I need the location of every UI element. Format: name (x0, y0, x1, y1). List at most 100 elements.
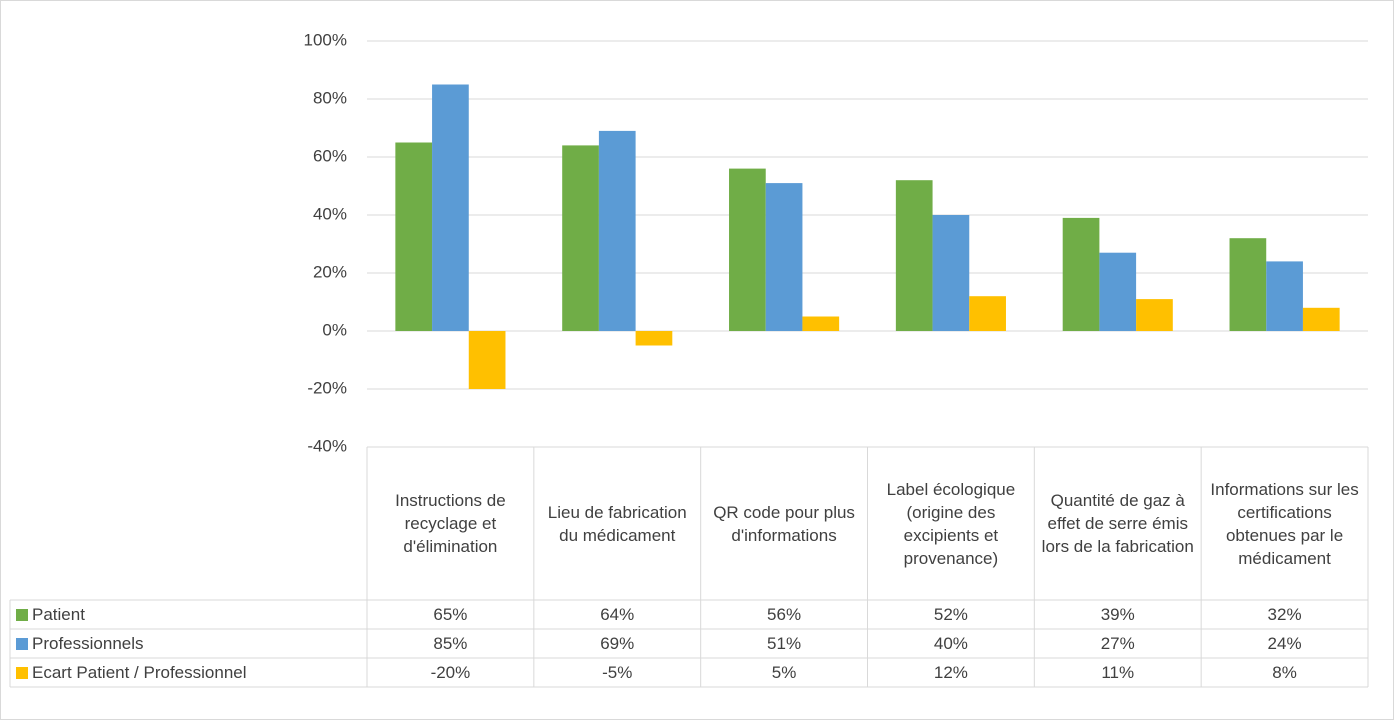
bar (1099, 252, 1137, 331)
table-value: -20% (367, 658, 534, 687)
table-value-box: 64% (534, 600, 701, 629)
bar (1302, 307, 1340, 331)
table-value: 85% (367, 629, 534, 658)
category-label-box: Quantité de gaz à effet de serre émis lo… (1034, 447, 1201, 600)
y-tick-label: -20% (307, 378, 347, 397)
table-value-text: 64% (600, 605, 635, 624)
bar (1229, 238, 1267, 331)
category-label-box: Instructions de recyclage et d'éliminati… (367, 447, 534, 600)
legend-entry: Ecart Patient / Professionnel (12, 658, 365, 687)
table-value-text: 27% (1100, 634, 1135, 653)
table-value-text: 52% (933, 605, 968, 624)
table-value: 64% (534, 600, 701, 629)
y-tick-label: 100% (304, 30, 347, 49)
category-label-text: Lieu de fabrication du médicament (547, 502, 687, 545)
bar (562, 145, 599, 331)
bar (969, 296, 1006, 331)
table-value: -5% (534, 658, 701, 687)
table-value-text: 5% (771, 663, 797, 682)
table-value-text: 51% (767, 634, 802, 653)
table-value-text: 24% (1267, 634, 1302, 653)
bar (895, 180, 933, 331)
legend-swatch (16, 608, 28, 621)
y-tick-label: 80% (313, 88, 347, 107)
table-value: 65% (367, 600, 534, 629)
legend-swatch (16, 666, 28, 679)
legend-entry-box: Patient (12, 600, 365, 629)
category-label-box: QR code pour plus d'informations (701, 447, 868, 600)
category-label-text: Instructions de recyclage et d'éliminati… (395, 491, 506, 556)
category-label: Informations sur les certifications obte… (1201, 447, 1368, 600)
table-value-text: -20% (430, 663, 471, 682)
bar (1062, 217, 1100, 331)
table-value-box: 27% (1034, 629, 1201, 658)
table-value: 39% (1034, 600, 1201, 629)
table-value: 32% (1201, 600, 1368, 629)
bar (932, 215, 970, 331)
bar (765, 183, 803, 331)
table-value: 51% (701, 629, 868, 658)
table-value: 56% (701, 600, 868, 629)
table-value-text: 39% (1100, 605, 1135, 624)
table-value-box: 56% (701, 600, 868, 629)
category-label: QR code pour plus d'informations (701, 447, 868, 600)
bar (395, 142, 433, 331)
table-value-text: 12% (933, 663, 968, 682)
table-value-box: 40% (868, 629, 1035, 658)
bar (802, 316, 840, 331)
bar (468, 331, 506, 389)
legend-entry-text: Ecart Patient / Professionnel (32, 663, 247, 682)
table-value: 40% (868, 629, 1035, 658)
table-value-box: 5% (701, 658, 868, 687)
table-value-box: 8% (1201, 658, 1368, 687)
legend-entry: Professionnels (12, 629, 365, 658)
table-value: 69% (534, 629, 701, 658)
bar (432, 84, 469, 331)
legend-entry-box: Professionnels (12, 629, 365, 658)
table-value-box: -5% (534, 658, 701, 687)
category-label: Instructions de recyclage et d'éliminati… (367, 447, 534, 600)
category-label: Lieu de fabrication du médicament (534, 447, 701, 600)
legend-entry-box: Ecart Patient / Professionnel (12, 658, 365, 687)
table-value-text: -5% (602, 663, 633, 682)
bar (635, 331, 673, 346)
table-value-box: 11% (1034, 658, 1201, 687)
category-label-box: Informations sur les certifications obte… (1201, 447, 1368, 600)
y-tick-label: 20% (313, 262, 347, 281)
table-value: 11% (1034, 658, 1201, 687)
table-value: 24% (1201, 629, 1368, 658)
table-value-box: 32% (1201, 600, 1368, 629)
bar (1266, 261, 1303, 331)
table-value-text: 65% (433, 605, 468, 624)
table-value: 52% (868, 600, 1035, 629)
category-label-box: Label écologique (origine des excipients… (868, 447, 1035, 600)
category-label: Label écologique (origine des excipients… (868, 447, 1035, 600)
table-value-box: 12% (933, 663, 968, 682)
legend-entry-text: Patient (32, 605, 85, 624)
table-value-box: 51% (701, 629, 868, 658)
table-value-box: 52% (868, 600, 1035, 629)
table-value-text: 69% (600, 634, 635, 653)
bar (729, 168, 766, 331)
legend-entry-text: Professionnels (32, 634, 144, 653)
y-tick-label: -40% (307, 436, 347, 455)
table-value-text: 32% (1267, 605, 1302, 624)
bar (1136, 299, 1173, 331)
category-label-text: QR code pour plus d'informations (713, 502, 855, 545)
table-value: 27% (1034, 629, 1201, 658)
category-label: Quantité de gaz à effet de serre émis lo… (1034, 447, 1201, 600)
table-value-box: 65% (367, 600, 534, 629)
category-label-text: Label écologique (origine des excipients… (886, 479, 1016, 568)
table-value-box: 85% (367, 629, 534, 658)
category-label-box: Lieu de fabrication du médicament (534, 447, 701, 600)
table-value-text: 11% (1101, 663, 1135, 682)
y-tick-label: 40% (313, 204, 347, 223)
table-value-box: 39% (1034, 600, 1201, 629)
y-tick-label: 0% (322, 320, 347, 339)
table-value: 5% (701, 658, 868, 687)
table-value-text: 40% (933, 634, 968, 653)
category-label-text: Quantité de gaz à effet de serre émis lo… (1041, 491, 1194, 556)
table-value: 8% (1201, 658, 1368, 687)
legend-entry: Patient (12, 600, 365, 629)
table-value-text: 8% (1272, 663, 1297, 682)
